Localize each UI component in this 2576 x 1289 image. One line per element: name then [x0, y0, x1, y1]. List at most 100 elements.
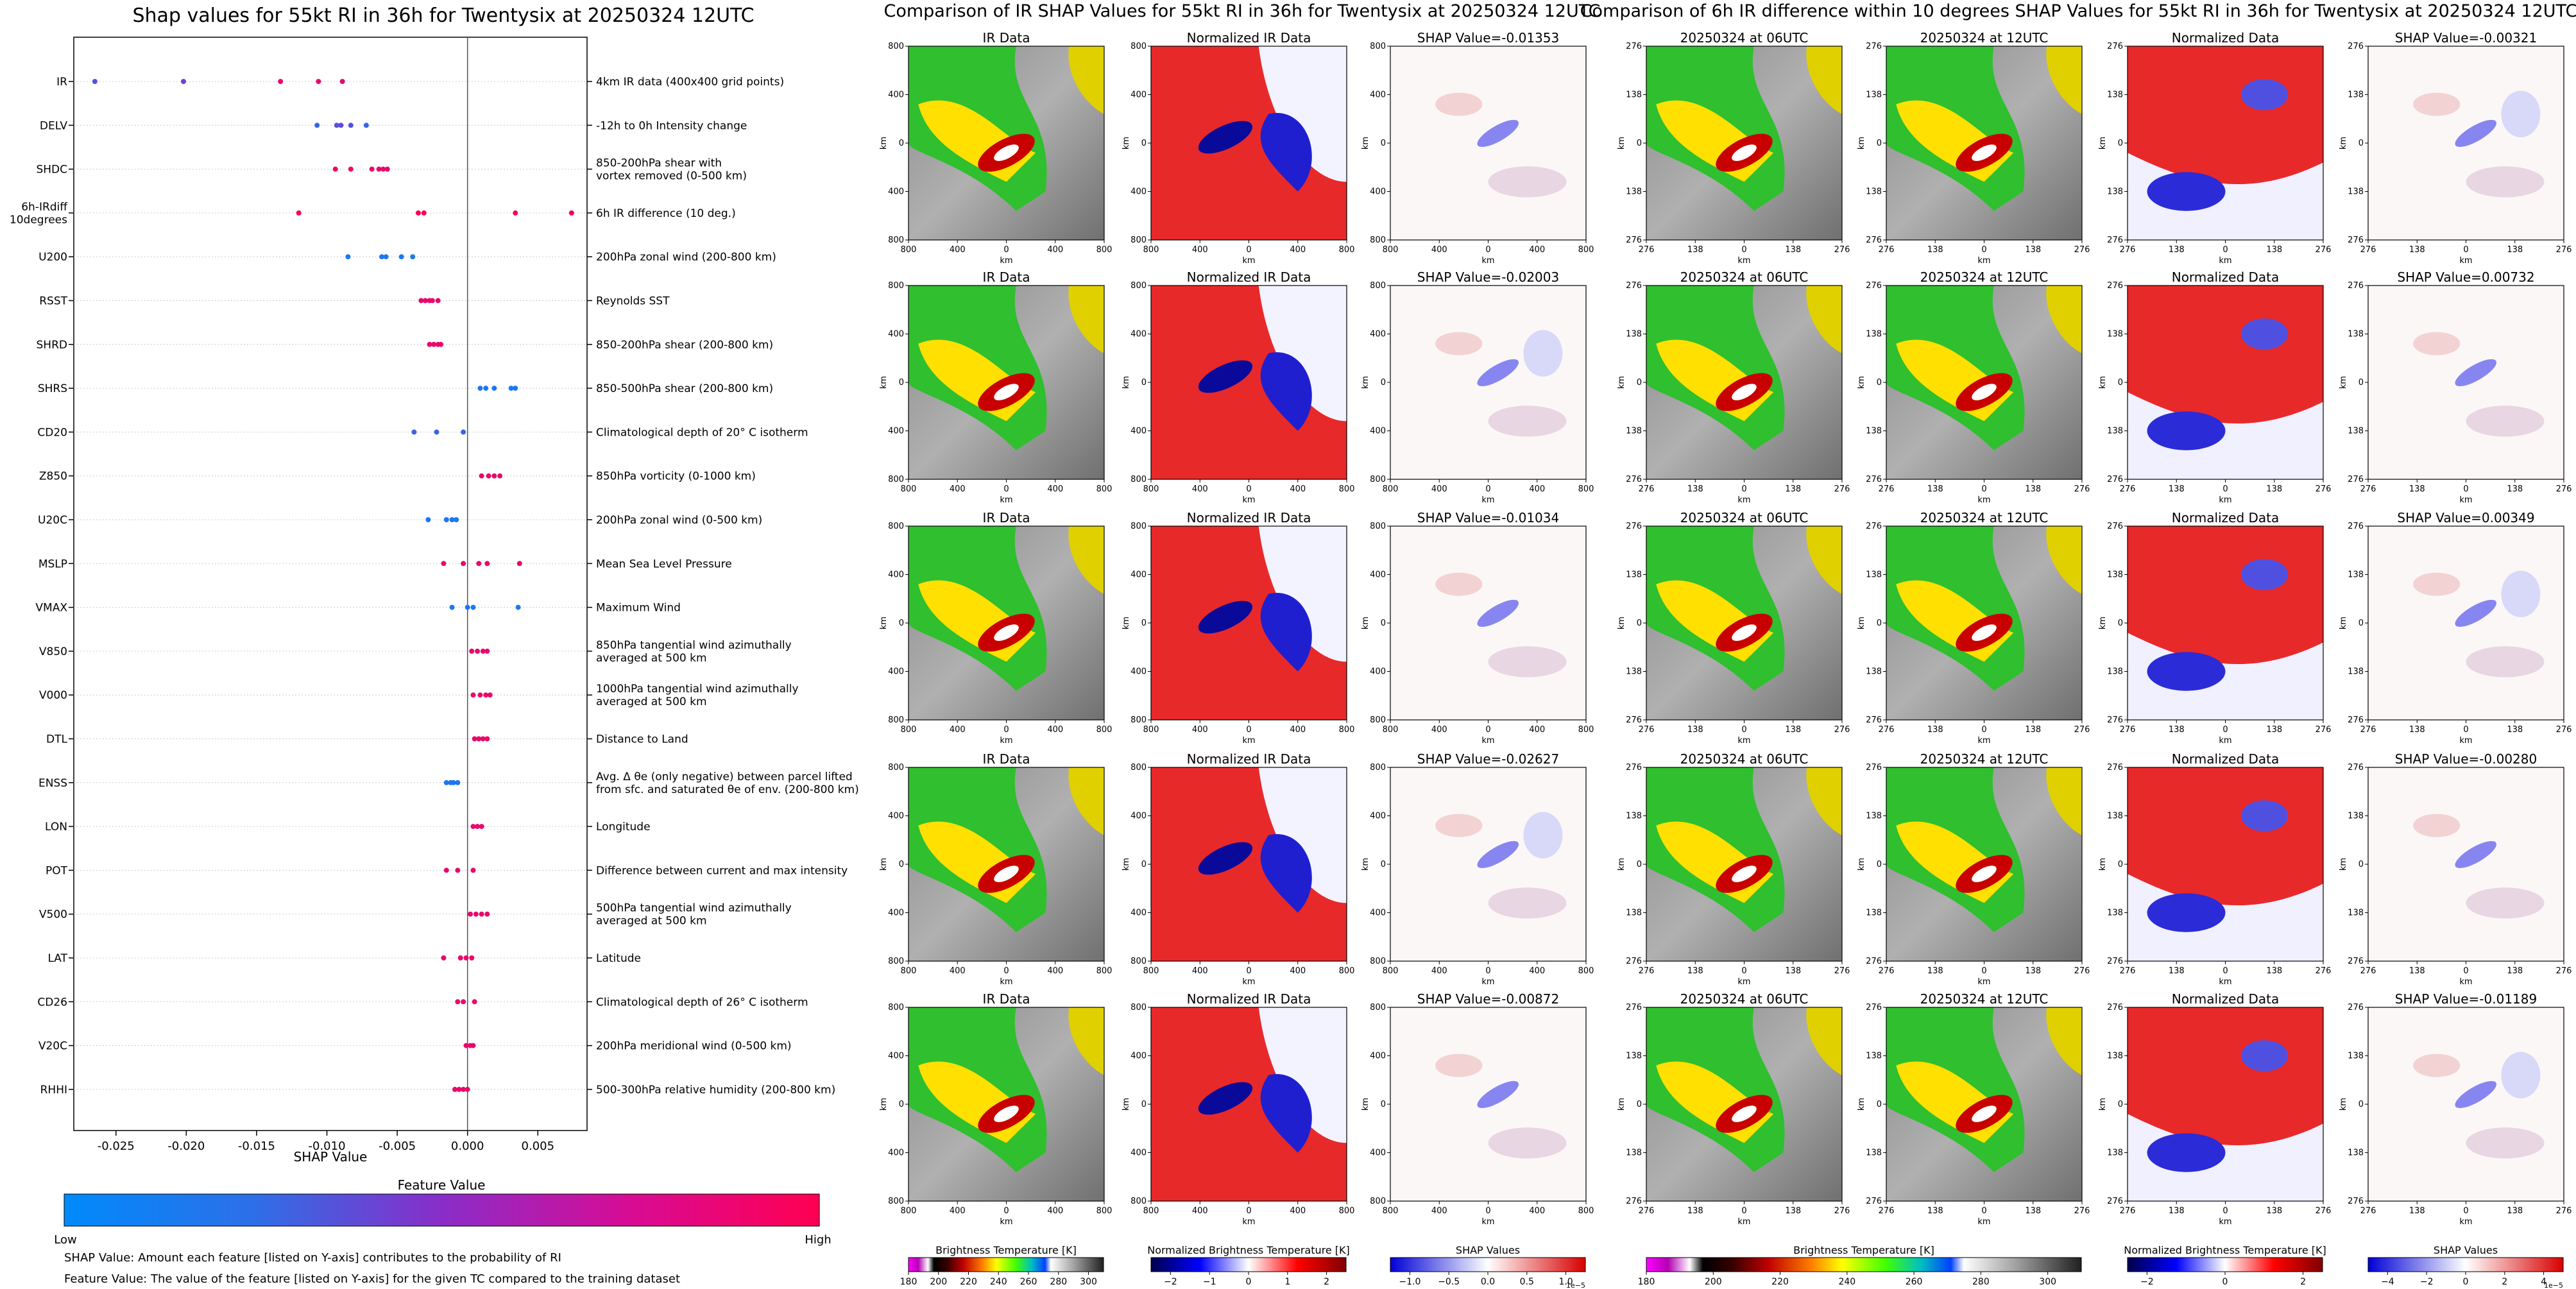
feature-label-shdc: SHDC	[36, 164, 67, 176]
colorbar-high-label: High	[805, 1233, 831, 1247]
y-tick-label: 138	[1626, 1148, 1642, 1158]
x-axis-label: km	[1000, 977, 1012, 987]
x-tick-label: 800	[1339, 245, 1355, 255]
y-axis-label: km	[1857, 137, 1866, 149]
x-tick-label: 400	[1290, 484, 1306, 494]
shap-point	[568, 210, 574, 216]
y-tick-label: 138	[1626, 427, 1642, 436]
x-axis-label: km	[1481, 736, 1494, 746]
diff-row: 20250324 at 06UTC27627613813800138138276…	[1617, 991, 2572, 1227]
y-tick-label: 0	[1637, 1100, 1642, 1109]
shap-point	[411, 429, 417, 435]
x-tick-label: 0	[1003, 966, 1009, 976]
ir-comparison-grid: IR Data80080040040000400400800800kmkmNor…	[879, 30, 1594, 1227]
x-tick-label: 138	[1785, 245, 1801, 255]
x-tick-label: 276	[2556, 245, 2572, 255]
shap-point	[484, 648, 490, 654]
y-tick-label: 800	[1370, 475, 1386, 484]
x-tick-label: 0	[1981, 1206, 1986, 1216]
feature-description: 6h IR difference (10 deg.)	[596, 207, 736, 220]
x-tick-label: 400	[1290, 1206, 1306, 1216]
shap-point	[475, 648, 481, 654]
y-tick-label: 138	[2107, 187, 2123, 197]
feature-label-cd20: CD20	[37, 426, 67, 439]
shap-point	[441, 955, 447, 960]
x-axis-label: km	[1977, 736, 1990, 746]
x-tick-label: 800	[1339, 1206, 1355, 1216]
y-tick-label: 800	[1130, 1003, 1147, 1012]
y-tick-label: 138	[1866, 427, 1882, 436]
y-tick-label: 400	[1130, 330, 1147, 339]
y-axis-label: km	[879, 1098, 889, 1111]
x-tick-label: 138	[2169, 1206, 2185, 1216]
shap-point	[486, 473, 491, 479]
y-tick-label: 138	[2107, 812, 2123, 821]
y-tick-label: 276	[2348, 1197, 2364, 1206]
y-tick-label: 0	[1141, 1100, 1147, 1109]
colorbar-tick-label: −4	[2381, 1277, 2394, 1287]
shap-point	[338, 123, 344, 128]
y-tick-label: 400	[888, 1148, 904, 1158]
y-tick-label: 400	[1370, 1052, 1386, 1061]
shap-point	[332, 166, 338, 172]
x-tick-label: 138	[2266, 966, 2282, 976]
y-tick-label: 800	[1370, 715, 1386, 725]
y-axis-label: km	[1857, 376, 1866, 389]
x-tick-label: 800	[1339, 484, 1355, 494]
x-tick-label: 276	[1639, 725, 1655, 735]
x-axis-label: km	[2219, 495, 2231, 505]
y-tick-label: 138	[2348, 909, 2364, 918]
x-tick-label: -0.020	[167, 1140, 205, 1153]
ir-row: IR Data80080040040000400400800800kmkmNor…	[879, 269, 1594, 505]
y-tick-label: 276	[1626, 763, 1642, 773]
y-tick-label: 0	[1877, 1100, 1882, 1109]
y-tick-label: 800	[888, 522, 904, 531]
y-tick-label: 276	[2348, 763, 2364, 773]
colorbar-tick-label: 200	[1705, 1277, 1722, 1287]
y-tick-label: 276	[1626, 1003, 1642, 1012]
y-tick-label: 800	[888, 957, 904, 966]
y-tick-label: 276	[2107, 475, 2123, 484]
y-tick-label: 276	[1866, 763, 1882, 773]
y-tick-label: 400	[1370, 667, 1386, 677]
colorbar: SHAP Values −4 −2 0 2 41e−5	[2367, 1244, 2564, 1289]
y-tick-label: 276	[1626, 42, 1642, 51]
y-tick-label: 800	[1130, 281, 1147, 291]
panel-title: Normalized IR Data	[1187, 751, 1311, 767]
x-tick-label: 276	[2120, 1206, 2136, 1216]
y-tick-label: 400	[1130, 1052, 1147, 1061]
x-tick-label: 400	[950, 1206, 966, 1216]
feature-description: Maximum Wind	[596, 602, 681, 615]
colorbar-gradient	[1646, 1257, 2082, 1272]
shap-point	[463, 1043, 469, 1048]
y-tick-label: 276	[1626, 235, 1642, 245]
y-tick-label: 138	[2107, 1148, 2123, 1158]
x-tick-label: 276	[1879, 484, 1895, 494]
feature-description: 850-500hPa shear (200-800 km)	[596, 382, 773, 395]
x-tick-label: 0	[1981, 484, 1986, 494]
y-tick-label: 276	[1626, 715, 1642, 725]
y-tick-label: 0	[1877, 619, 1882, 628]
feature-label-cd26: CD26	[37, 996, 67, 1009]
x-tick-label: 138	[1687, 966, 1703, 976]
y-tick-label: 138	[2107, 909, 2123, 918]
x-tick-label: 400	[1431, 245, 1447, 255]
panel-title: Normalized Data	[2172, 510, 2280, 525]
y-tick-label: 276	[2107, 522, 2123, 531]
panel-title: 20250324 at 12UTC	[1920, 510, 2049, 525]
colorbar-label: Normalized Brightness Temperature [K]	[2124, 1244, 2326, 1256]
y-tick-label: 800	[1130, 42, 1147, 51]
y-tick-label: 138	[1866, 570, 1882, 580]
x-tick-label: 400	[950, 966, 966, 976]
shap-point	[461, 1086, 466, 1092]
x-tick-label: 138	[2409, 484, 2425, 494]
shap-value-title: SHAP Value=-0.01353	[1417, 30, 1559, 46]
colorbar-tick-label: 2	[1324, 1277, 1329, 1287]
y-tick-label: 800	[1130, 715, 1147, 725]
x-tick-label: 138	[2409, 725, 2425, 735]
x-tick-label: 0.000	[451, 1140, 484, 1153]
y-tick-label: 0	[1637, 860, 1642, 869]
colorbar-tick-label: 1.0	[1558, 1277, 1573, 1287]
shap-point	[484, 911, 490, 917]
y-tick-label: 0	[1637, 619, 1642, 628]
